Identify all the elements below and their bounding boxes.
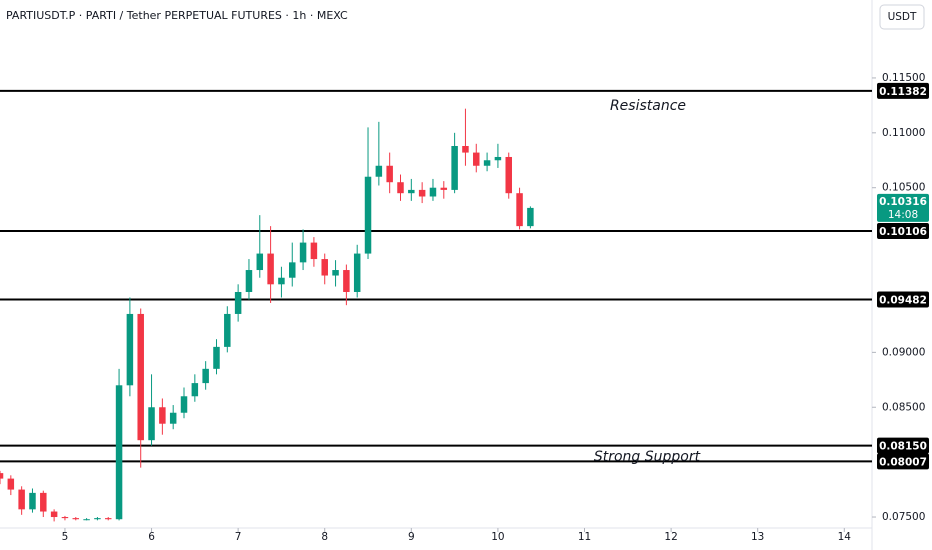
- last-price-label: 0.10316: [879, 196, 927, 208]
- candle-body: [473, 152, 480, 166]
- x-tick-label: 7: [235, 531, 242, 543]
- candle-body: [224, 313, 231, 347]
- candle-body: [440, 187, 448, 190]
- candle-body: [126, 313, 134, 386]
- candle-body: [451, 145, 458, 190]
- currency-button-label[interactable]: USDT: [888, 11, 917, 23]
- candle-body: [40, 492, 47, 512]
- candle-body: [353, 253, 361, 292]
- x-tick-label: 8: [321, 531, 328, 543]
- candle-body: [289, 262, 296, 278]
- candle-body: [180, 396, 188, 413]
- candle-body: [527, 207, 534, 227]
- candle-body: [94, 518, 101, 520]
- candle-body: [213, 346, 220, 369]
- candle-body: [191, 383, 199, 397]
- x-tick-label: 14: [838, 531, 852, 543]
- level-label-box: [877, 437, 929, 454]
- candle-body: [148, 407, 155, 441]
- candle-body: [169, 412, 177, 424]
- candle-body: [494, 156, 502, 161]
- candle-body: [343, 270, 350, 292]
- candle-body: [83, 519, 90, 521]
- candle-body: [234, 291, 242, 314]
- candle-body: [386, 165, 393, 183]
- y-tick-label: 0.07500: [882, 511, 925, 523]
- candle-body: [202, 368, 209, 384]
- level-label: 0.11382: [879, 86, 927, 98]
- x-tick-label: 13: [751, 531, 764, 543]
- candle-body: [321, 259, 328, 276]
- y-tick-label: 0.08500: [882, 401, 925, 413]
- candle-body: [0, 473, 4, 479]
- level-label-box: [877, 222, 929, 239]
- y-tick-label: 0.11500: [882, 72, 925, 84]
- x-tick-label: 9: [408, 531, 415, 543]
- candle-body: [505, 156, 512, 194]
- currency-button[interactable]: [879, 4, 925, 30]
- candle-body: [104, 518, 112, 520]
- level-label: 0.10106: [879, 226, 927, 238]
- symbol-header: PARTIUSDT.P · PARTI / Tether PERPETUAL F…: [6, 9, 348, 22]
- candle-body: [245, 270, 253, 292]
- countdown-label: 14:08: [888, 209, 918, 221]
- candle-body: [29, 492, 36, 510]
- level-label-box: [877, 82, 929, 99]
- candle-body: [115, 385, 123, 520]
- annotation: Resistance: [610, 98, 686, 114]
- candle-body: [7, 478, 15, 490]
- candle-body: [267, 253, 274, 285]
- candle-body: [50, 511, 58, 518]
- candle-body: [278, 277, 285, 285]
- candle-body: [159, 407, 166, 424]
- candle-body: [137, 313, 144, 441]
- candle-body: [375, 165, 383, 177]
- candle-body: [332, 270, 339, 276]
- candle-body: [397, 182, 404, 194]
- x-tick-label: 10: [491, 531, 504, 543]
- annotation: Strong Support: [594, 449, 701, 465]
- candle-body: [408, 189, 415, 194]
- candle-body: [462, 145, 469, 153]
- candle-body: [310, 242, 318, 260]
- level-label-box: [877, 291, 929, 308]
- candle-body: [72, 518, 80, 520]
- x-tick-label: 11: [578, 531, 591, 543]
- y-tick-label: 0.11000: [882, 127, 925, 139]
- candle-body: [483, 160, 491, 166]
- x-tick-label: 12: [664, 531, 677, 543]
- candle-body: [256, 253, 264, 271]
- level-label: 0.08007: [879, 456, 927, 468]
- y-tick-label: 0.09000: [882, 346, 925, 358]
- candle-body: [18, 489, 25, 510]
- candle-body: [429, 187, 437, 197]
- level-label-box: [877, 453, 929, 470]
- last-price-box: [877, 193, 929, 222]
- y-tick-label: 0.10500: [882, 182, 925, 194]
- candle-body: [299, 242, 307, 263]
- level-label: 0.09482: [879, 294, 927, 306]
- x-tick-label: 6: [148, 531, 155, 543]
- candle-body: [61, 517, 69, 519]
- candle-body: [516, 193, 523, 227]
- x-tick-label: 5: [62, 531, 69, 543]
- candle-body: [418, 189, 426, 197]
- level-label: 0.08150: [879, 441, 927, 453]
- candle-body: [364, 176, 372, 254]
